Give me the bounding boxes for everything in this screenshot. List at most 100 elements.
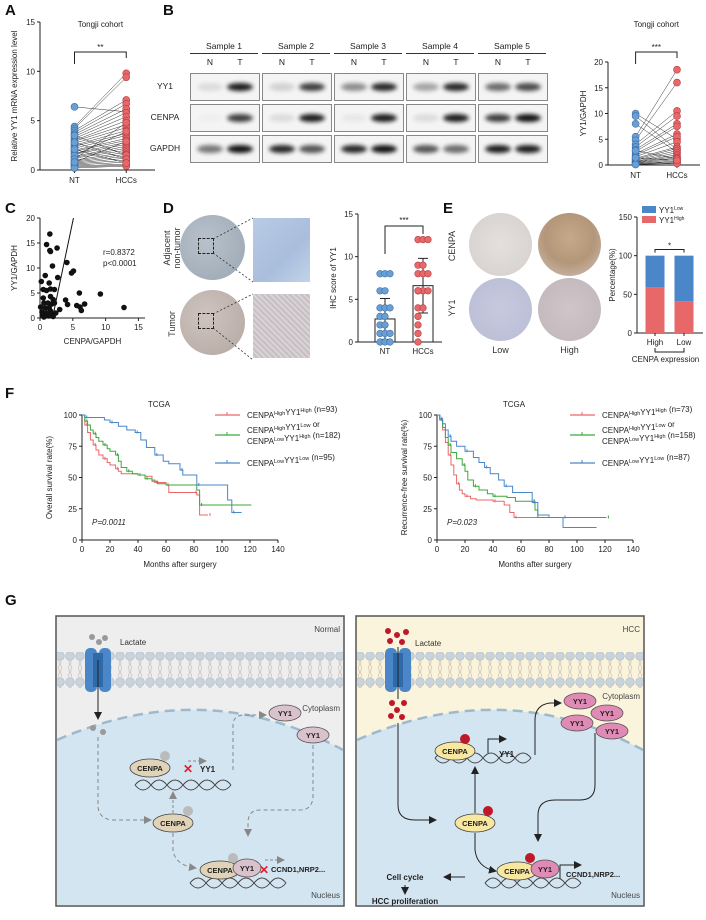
blot-yy1-sample-4 [406,73,476,101]
x-tick-label: 100 [215,545,229,554]
ihc-e-cenpa-high [538,213,601,276]
diagram-g-normal: Lactate Normal Cytoplasm Nucleus CENPA ✕… [55,615,345,907]
y-tick-label: 15 [26,18,35,27]
pair-line [74,164,127,168]
band [269,83,295,91]
lane-label: T [453,57,459,67]
hcc-point [673,156,681,165]
data-point [381,312,389,320]
scatter-point [42,272,49,279]
y-tick-label: 100 [419,411,433,420]
y-tick-label: 10 [26,67,35,76]
x-tick-label: 0 [435,545,440,554]
km-curve-0 [82,414,208,516]
chart-title: Tongji cohort [634,20,680,29]
category-bracket [654,348,685,353]
hcc-cenpa-1 [434,741,476,761]
scatter-point [40,295,47,301]
normal-block-x-1: ✕ [183,762,193,776]
y-axis-label: Overall survival rate(%) [45,436,54,519]
y-tick-label: 10 [26,264,35,273]
protein-label: YY1 [156,81,174,91]
pair-line [74,140,127,152]
normal-condition-label: Normal [314,625,340,634]
data-point [419,304,427,312]
legend-label: CENPAHighYY1High (n=73) [602,405,693,420]
lane-label: N [422,57,430,67]
data-point [386,304,394,312]
x-tick-label: NT [380,347,391,356]
blot-cenpa-sample-2 [262,104,332,132]
hcc-nucleus-label: Nucleus [611,891,640,900]
pair-line [635,152,678,162]
hcc-yy1-cyto-4 [595,722,629,740]
data-point [414,287,422,295]
pair-line [635,69,678,137]
x-tick-label: Low [677,338,692,347]
normal-block-x-2: ✕ [259,863,269,877]
pair-line [74,138,127,151]
scatter-point [38,278,45,285]
hcc-yy1-cyto-3 [560,714,594,732]
band [443,83,469,91]
pair-line [635,157,678,161]
y-tick-label: 0 [31,166,36,175]
scatter-point [97,291,104,297]
band [299,83,325,91]
x-tick-label: NT [69,176,80,185]
ihc-e-col-label-high: High [560,345,579,355]
data-point [424,235,432,244]
x-axis-label: Months after surgery [143,560,216,569]
y-axis-label: Percentage(%) [608,248,617,302]
pair-line [74,99,127,131]
ihc-d-label-line1: Adjacent [162,230,172,266]
y-tick-label: 15 [594,84,603,93]
blot-cenpa-sample-3 [334,104,404,132]
scatter-point [70,268,77,274]
ihc-d-zoom-box-1 [198,238,214,254]
data-point [414,338,422,346]
chart-f-recurrence-free-survival: 0 25 50 75 100 Recurrence-free survival rate(… [400,400,696,569]
x-tick-label: HCCs [412,347,433,356]
y-tick-label: 5 [31,117,36,126]
protein-label: CENPA [150,112,180,122]
significance-stars: *** [652,43,661,52]
scatter-point [78,307,85,314]
data-point [424,287,432,295]
nt-point [70,158,79,166]
y-tick-label: 20 [594,58,603,67]
band [269,145,295,153]
scatter-point [81,301,88,307]
x-tick-label: 100 [570,545,584,554]
scatter-point [56,306,63,313]
data-point [386,270,394,278]
nt-point [631,153,640,162]
band [197,145,223,153]
pair-line [74,131,127,156]
significance-bracket [74,51,127,64]
pair-line [74,135,127,149]
panel-label-a: A [5,2,16,19]
svg-text:YY1: YY1 [600,709,614,718]
blot-yy1-sample-5 [478,73,548,101]
blot-yy1-sample-2 [262,73,332,101]
hcc-cenpa-2 [454,813,496,833]
x-axis-label: Months after surgery [498,560,571,569]
hcc-point [673,65,681,74]
pair-line [635,82,678,141]
pair-line [74,108,127,135]
svg-text:CENPA: CENPA [462,819,488,828]
pair-line [74,146,127,157]
pair-line [635,123,678,153]
normal-yy1-cyto-2 [296,726,330,744]
y-axis-label: IHC score of YY1 [329,247,338,309]
sample-label: Sample 1 [190,41,258,54]
x-tick-label: 20 [461,545,470,554]
panel-label-c: C [5,200,16,217]
svg-text:YY1: YY1 [570,719,584,728]
scatter-point [45,313,52,319]
ihc-d-row-label-adjacent: Adjacent non-tumor [162,212,182,282]
band [269,114,295,122]
y-tick-label: 20 [26,214,35,223]
significance-bracket [635,51,678,64]
